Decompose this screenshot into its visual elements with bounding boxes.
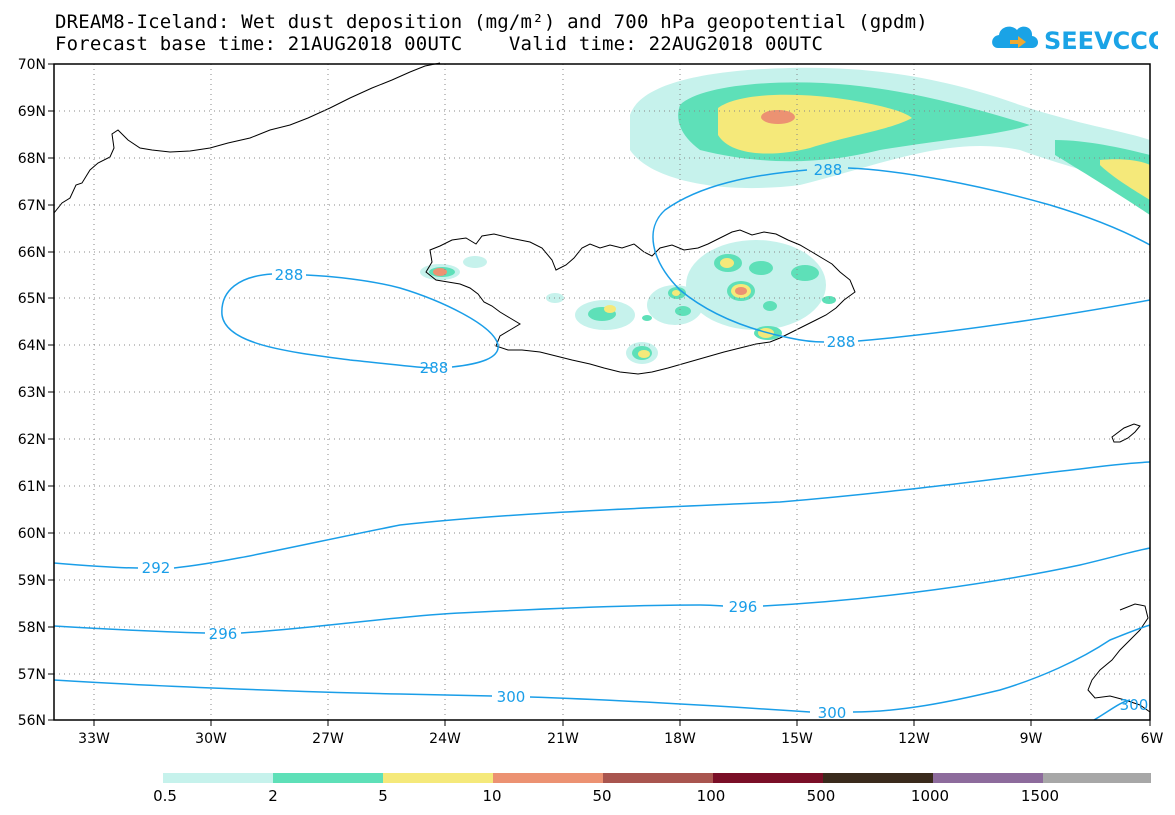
lat-label: 64N (18, 338, 46, 354)
cloud-arrow-icon (992, 26, 1038, 48)
colorbar-segment (603, 773, 713, 783)
colorbar-segment (933, 773, 1043, 783)
lat-label: 57N (18, 667, 46, 683)
contour-288-east (652, 169, 1151, 343)
contour-288-west (221, 273, 499, 369)
lat-label: 67N (18, 198, 46, 214)
seevccc-logo: SEEVCCC (992, 26, 1158, 55)
map-subtitle: Forecast base time: 21AUG2018 00UTC Vali… (55, 33, 824, 55)
graticule (54, 64, 1150, 720)
contour-label-300: 300 (1120, 696, 1149, 714)
lat-label: 63N (18, 385, 46, 401)
contour-300-se (1093, 699, 1131, 721)
contour-288-ne (847, 167, 1151, 246)
lon-label: 15W (781, 731, 813, 747)
coastlines (53, 62, 1151, 713)
colorbar-tick: 1000 (910, 787, 950, 805)
logo-text: SEEVCCC (1044, 27, 1158, 55)
greenland-coast (53, 62, 441, 214)
contour-292 (53, 461, 1151, 569)
colorbar-tick: 50 (592, 787, 612, 805)
dust-area-north-yellow (718, 94, 912, 154)
lat-label: 62N (18, 432, 46, 448)
lon-label: 27W (312, 731, 344, 747)
faroe-coast (1111, 423, 1141, 443)
lon-label: 30W (195, 731, 227, 747)
colorbar-segment (823, 773, 933, 783)
dust-iceland-patches (420, 240, 836, 364)
lon-label: 21W (547, 731, 579, 747)
contour-label-300: 300 (818, 704, 847, 722)
lon-label: 24W (429, 731, 461, 747)
dust-deposition-shading (420, 67, 1150, 364)
lon-label: 33W (78, 731, 110, 747)
colorbar-tick: 2 (268, 787, 278, 805)
colorbar-ticks: 0.5 2 5 10 50 100 500 1000 1500 (0, 787, 1175, 809)
lat-label: 61N (18, 479, 46, 495)
colorbar-segment (1043, 773, 1151, 783)
colorbar-segment (273, 773, 383, 783)
colorbar (163, 773, 1151, 783)
lon-label: 6W (1141, 731, 1164, 747)
colorbar-tick: 5 (378, 787, 388, 805)
colorbar-segment (383, 773, 493, 783)
colorbar-tick: 500 (806, 787, 836, 805)
colorbar-tick: 100 (696, 787, 726, 805)
lat-label: 60N (18, 526, 46, 542)
colorbar-segment (163, 773, 273, 783)
latitude-labels: 70N 69N 68N 67N 66N 65N 64N 63N 62N 61N … (18, 57, 46, 729)
map-title: DREAM8-Iceland: Wet dust deposition (mg/… (55, 11, 928, 33)
map-frame (53, 63, 1151, 721)
lat-label: 65N (18, 291, 46, 307)
contour-labels: 288 288 288 288 292 296 296 300 300 300 (142, 161, 1149, 722)
axis-ticks (48, 63, 1151, 726)
lat-label: 56N (18, 713, 46, 729)
lon-label: 12W (898, 731, 930, 747)
dust-core-north (761, 110, 795, 124)
lat-label: 68N (18, 151, 46, 167)
contour-label-292: 292 (142, 559, 171, 577)
contour-label-288: 288 (275, 266, 304, 284)
lon-label: 18W (664, 731, 696, 747)
lat-label: 69N (18, 104, 46, 120)
lon-label: 9W (1020, 731, 1043, 747)
colorbar-segment (713, 773, 823, 783)
geopotential-contours (53, 167, 1151, 721)
colorbar-segment (493, 773, 603, 783)
lat-label: 66N (18, 245, 46, 261)
colorbar-tick: 1500 (1020, 787, 1060, 805)
contour-label-296: 296 (209, 625, 238, 643)
scotland-coast (1087, 603, 1151, 713)
longitude-labels: 33W 30W 27W 24W 21W 18W 15W 12W 9W 6W (78, 731, 1163, 747)
lat-label: 58N (18, 620, 46, 636)
iceland-coast (425, 229, 856, 375)
colorbar-tick: 0.5 (153, 787, 177, 805)
map-plot: 288 288 288 288 292 296 296 300 300 300 … (18, 57, 1164, 747)
contour-300 (53, 624, 1151, 713)
dust-area-northeast-mid (1055, 140, 1150, 215)
lat-label: 59N (18, 573, 46, 589)
colorbar-tick: 10 (482, 787, 502, 805)
contour-label-296: 296 (729, 598, 758, 616)
contour-296-a (53, 547, 1151, 634)
contour-label-300: 300 (497, 688, 526, 706)
lat-label: 70N (18, 57, 46, 73)
contour-label-288: 288 (420, 359, 449, 377)
dust-area-northeast-yellow (1100, 159, 1150, 200)
contour-label-288: 288 (827, 333, 856, 351)
contour-label-288: 288 (814, 161, 843, 179)
